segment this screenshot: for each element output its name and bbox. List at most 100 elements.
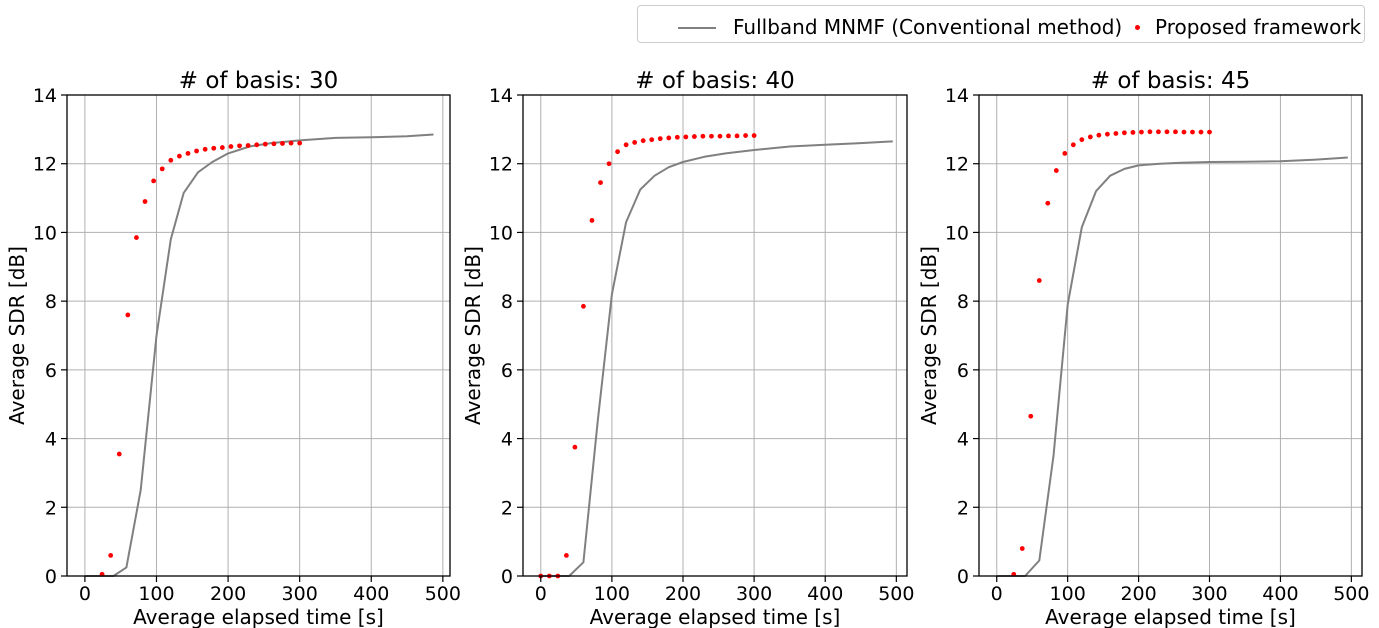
y-axis-label: Average SDR [dB]	[917, 246, 941, 425]
subplot-title: # of basis: 40	[635, 68, 794, 94]
data-point-proposed	[572, 444, 578, 450]
x-tick-label: 400	[353, 583, 389, 605]
data-point-proposed	[598, 180, 603, 186]
y-axis-label: Average SDR [dB]	[461, 246, 485, 425]
x-tick-label: 400	[1262, 583, 1298, 605]
series-line-fullband-mnmf	[84, 133, 434, 577]
data-point-proposed	[1198, 129, 1204, 135]
data-point-proposed	[1181, 129, 1187, 135]
subplot-title: # of basis: 30	[179, 68, 338, 94]
data-point-proposed	[606, 161, 612, 167]
data-point-proposed	[1087, 134, 1093, 140]
data-point-proposed	[640, 138, 646, 144]
x-tick-label: 300	[736, 583, 772, 605]
data-point-proposed	[1079, 137, 1085, 143]
data-point-proposed	[615, 149, 620, 155]
y-tick-label: 14	[489, 85, 513, 107]
data-point-proposed	[1096, 132, 1102, 138]
series-line-fullband-mnmf	[540, 140, 893, 577]
data-point-proposed	[563, 552, 569, 558]
x-tick-label: 0	[991, 583, 1003, 605]
data-point-proposed	[1104, 131, 1110, 137]
data-point-proposed	[666, 135, 672, 141]
data-point-proposed	[1045, 200, 1051, 206]
y-tick-label: 2	[957, 497, 969, 519]
plot-frame	[66, 94, 451, 577]
y-tick-label: 4	[45, 429, 57, 451]
data-point-proposed	[176, 153, 182, 159]
y-tick-label: 10	[945, 222, 969, 244]
x-tick-label: 400	[807, 583, 843, 605]
x-axis-label: Average elapsed time [s]	[1045, 605, 1296, 628]
data-point-proposed	[280, 141, 285, 146]
x-tick-label: 300	[282, 583, 318, 605]
data-point-proposed	[297, 140, 303, 146]
y-tick-label: 4	[501, 429, 513, 451]
x-tick-label: 500	[425, 583, 461, 605]
data-point-proposed	[219, 145, 225, 150]
data-point-proposed	[211, 145, 217, 151]
subplot-title: # of basis: 45	[1091, 68, 1250, 94]
data-point-proposed	[134, 235, 139, 240]
y-tick-label: 8	[45, 291, 57, 313]
y-tick-label: 6	[501, 360, 513, 382]
x-tick-label: 200	[210, 583, 246, 605]
data-point-proposed	[751, 133, 757, 138]
data-point-proposed	[254, 142, 260, 148]
data-point-proposed	[202, 146, 208, 152]
data-point-proposed	[709, 133, 714, 139]
y-tick-label: 4	[957, 429, 969, 451]
data-point-proposed	[1019, 546, 1025, 551]
x-tick-label: 100	[1050, 583, 1086, 605]
y-tick-label: 2	[501, 497, 513, 519]
series-line-fullband-mnmf	[996, 156, 1348, 577]
data-point-proposed	[683, 134, 689, 140]
x-tick-label: 100	[594, 583, 630, 605]
subplot-2: 0 100 200 300 400 500 0 2 4 6 8 10 12 14 # of basis: 4…	[461, 68, 914, 628]
data-point-proposed	[116, 451, 122, 457]
data-point-proposed	[726, 133, 731, 139]
data-point-proposed	[734, 133, 740, 139]
data-point-proposed	[1156, 129, 1161, 135]
legend-line-swatch	[678, 27, 716, 29]
subplot-1: 0 100 200 300 400 500 0 2 4 6 8 10 12 14 # of basis: 3…	[5, 68, 461, 628]
plot-frame	[978, 94, 1363, 577]
y-tick-label: 6	[957, 360, 969, 382]
y-tick-label: 0	[501, 566, 513, 588]
data-point-proposed	[185, 151, 191, 156]
data-point-proposed	[288, 140, 294, 146]
data-point-proposed	[743, 133, 748, 138]
data-point-proposed	[717, 133, 723, 139]
data-point-proposed	[1036, 278, 1042, 283]
x-tick-label: 200	[665, 583, 701, 605]
data-point-proposed	[1028, 413, 1034, 419]
y-tick-label: 12	[945, 154, 969, 176]
data-point-proposed	[1164, 129, 1170, 135]
y-tick-label: 8	[957, 291, 969, 313]
data-point-proposed	[589, 218, 595, 223]
data-point-proposed	[691, 134, 697, 139]
y-tick-label: 10	[489, 222, 513, 244]
x-tick-label: 200	[1120, 583, 1156, 605]
data-point-proposed	[1062, 151, 1068, 156]
x-tick-label: 100	[138, 583, 174, 605]
data-point-proposed	[142, 199, 148, 204]
data-point-proposed	[657, 136, 663, 142]
data-point-proposed	[271, 141, 277, 147]
data-point-proposed	[700, 133, 706, 139]
data-point-proposed	[1207, 129, 1212, 135]
data-point-proposed	[674, 134, 680, 140]
legend-dot-swatch	[1135, 25, 1140, 30]
x-tick-label: 0	[535, 583, 547, 605]
y-tick-label: 2	[45, 497, 57, 519]
y-axis-label: Average SDR [dB]	[5, 246, 29, 425]
y-tick-label: 8	[501, 291, 513, 313]
data-point-proposed	[245, 143, 251, 148]
x-axis-label: Average elapsed time [s]	[133, 605, 384, 628]
data-point-proposed	[125, 312, 131, 318]
data-point-proposed	[237, 143, 242, 149]
x-tick-label: 500	[1333, 583, 1369, 605]
data-point-proposed	[649, 137, 655, 143]
data-point-proposed	[581, 303, 586, 309]
